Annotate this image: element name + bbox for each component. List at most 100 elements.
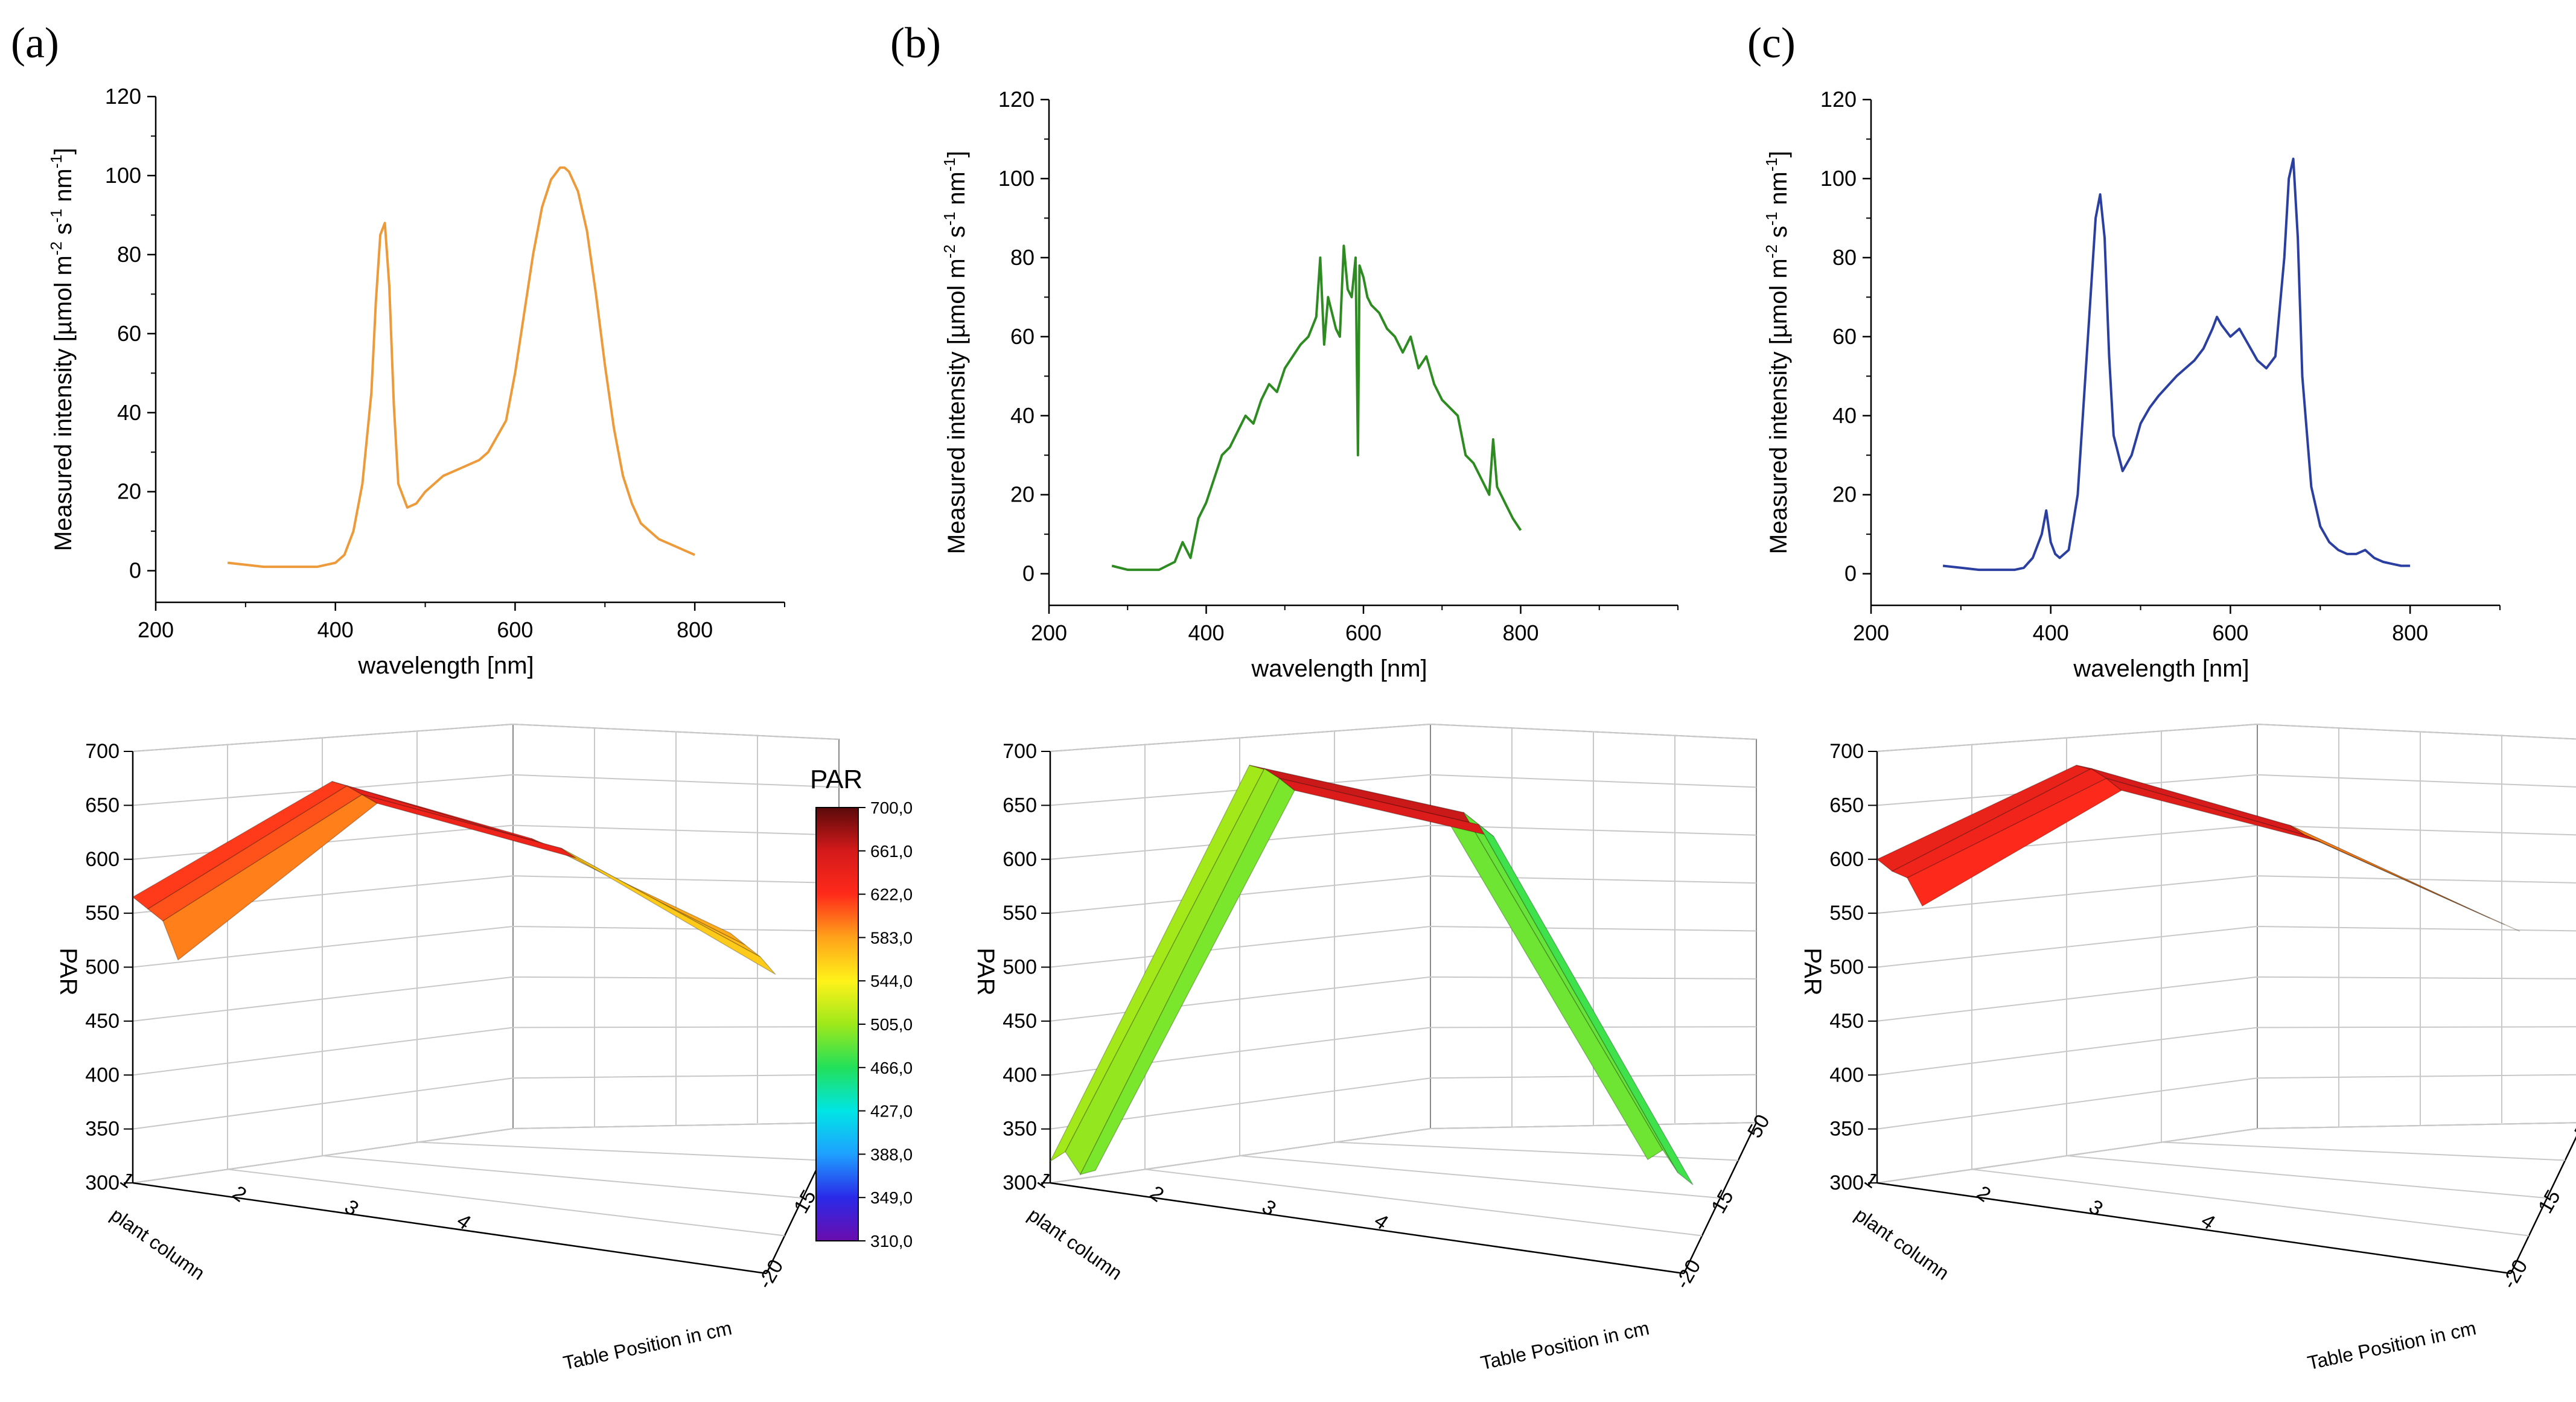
z-grid-line	[1050, 774, 1757, 806]
floor-grid-line	[418, 1141, 821, 1161]
y-tick-label: 40	[1010, 403, 1035, 428]
plant-column-axis	[132, 1182, 767, 1275]
y-tick-label: 100	[998, 166, 1035, 191]
spectrum-line	[1111, 244, 1522, 572]
z-grid-line	[1876, 774, 2576, 806]
y-label-part: ]	[50, 148, 77, 155]
z-grid-line	[132, 1026, 840, 1076]
y-tick-label: 0	[1844, 561, 1857, 586]
panel-letter-a: (a)	[11, 19, 59, 67]
y-tick-label: 20	[117, 479, 141, 504]
y-label-superscript: -1	[1762, 158, 1781, 171]
z-tick-label: 550	[1003, 902, 1037, 925]
z-tick-label: 450	[85, 1010, 120, 1033]
z-tick-label: 400	[1003, 1063, 1037, 1086]
y-tick-label: 60	[117, 321, 141, 346]
z-tick-label: 500	[1829, 956, 1864, 979]
z-grid-line	[1876, 1122, 2576, 1184]
plant-column-label: plant column	[1851, 1203, 1953, 1284]
y-tick-label: 80	[1832, 245, 1857, 270]
colorbar-tick-label: 466,0	[870, 1059, 913, 1077]
x-tick-label: 600	[497, 617, 533, 642]
colorbar-tick-label: 427,0	[870, 1102, 913, 1121]
x-tick-label: 400	[2033, 620, 2069, 645]
surface-patch	[2106, 778, 2321, 843]
y-tick-label: 100	[105, 163, 141, 188]
surface-patch	[1478, 824, 1694, 1185]
y-tick-label: 100	[1820, 166, 1857, 191]
y-axis-label: Measured intensity [µmol m-2 s-1 nm-1]	[1762, 151, 1792, 554]
z-tick-label: 450	[1003, 1010, 1037, 1033]
floor-grid-line	[322, 1155, 803, 1199]
y-tick-label: 120	[105, 84, 141, 109]
z-tick-label: 500	[85, 956, 120, 979]
z-grid-line	[1050, 1074, 1757, 1130]
y-label-part: Measured intensity [µmol m	[943, 258, 970, 554]
y-label-superscript: -2	[47, 241, 65, 255]
surface-patch	[1065, 768, 1280, 1176]
colorbar-tick-label: 622,0	[870, 885, 913, 904]
y-label-part: nm	[1765, 171, 1792, 212]
table-tick-label: -20	[753, 1255, 788, 1293]
x-tick-label: 200	[1853, 620, 1889, 645]
z-tick-label: 300	[1829, 1171, 1864, 1194]
y-label-part: Measured intensity [µmol m	[1765, 258, 1792, 554]
table-tick-label: 15	[1707, 1186, 1738, 1217]
y-label-part: s	[1765, 226, 1792, 244]
y-tick-label: 20	[1832, 482, 1857, 507]
y-tick-label: 120	[1820, 87, 1857, 112]
z-grid-line	[132, 723, 840, 752]
z-grid-line	[1050, 723, 1757, 752]
z-grid-line	[1876, 976, 2576, 1022]
x-axis-label: wavelength [nm]	[357, 652, 534, 679]
colorbar-tick-label: 544,0	[870, 972, 913, 990]
z-tick-label: 300	[1003, 1171, 1037, 1194]
x-tick-label: 400	[317, 617, 354, 642]
plant-column-label: plant column	[107, 1203, 209, 1284]
surface-patch	[1447, 812, 1664, 1161]
colorbar-tick-label: 505,0	[870, 1015, 913, 1034]
z-grid-line	[132, 774, 840, 806]
floor-grid-line	[1240, 1155, 1721, 1199]
plant-column-axis	[1050, 1182, 1685, 1275]
x-tick-label: 800	[677, 617, 713, 642]
z-tick-label: 650	[1003, 794, 1037, 817]
colorbar-tick-label: 583,0	[870, 928, 913, 947]
floor-grid-line	[2162, 1141, 2566, 1161]
colorbar-bar	[815, 807, 859, 1241]
floor-grid-line	[1145, 1168, 1703, 1237]
y-label-part: nm	[943, 171, 970, 212]
y-label-part: Measured intensity [µmol m	[50, 255, 77, 551]
plant-column-label: plant column	[1024, 1203, 1126, 1284]
x-tick-label: 200	[1031, 620, 1067, 645]
table-position-label: Table Position in cm	[2306, 1317, 2478, 1374]
column-tick-label: 3	[340, 1195, 363, 1220]
floor-grid-line	[1972, 1168, 2530, 1237]
panel-letter-c: (c)	[1747, 19, 1796, 67]
surface-patch	[1264, 768, 1479, 825]
colorbar-tick-label: 661,0	[870, 842, 913, 861]
colorbar-ticks: 700,0 661,0 622,0 583,0 544,0 505,0 466,0 427,0…	[858, 798, 913, 1251]
panel-letter-b: (b)	[890, 19, 941, 67]
y-tick-label: 80	[117, 242, 141, 267]
z-tick-label: 500	[1003, 956, 1037, 979]
z-tick-label: 400	[1829, 1063, 1864, 1086]
x-tick-label: 600	[2212, 620, 2248, 645]
surface-plot-b: 3003504004505005506006507001234-201550PA…	[972, 723, 1774, 1374]
z-tick-label: 650	[1829, 794, 1864, 817]
plant-column-axis	[1876, 1182, 2511, 1275]
x-tick-label: 400	[1188, 620, 1224, 645]
surface-patch	[2091, 768, 2306, 836]
y-tick-label: 0	[129, 558, 141, 583]
z-tick-label: 550	[1829, 902, 1864, 925]
surface-patch	[1079, 777, 1295, 1176]
z-grid-line	[1050, 1026, 1757, 1076]
y-axis-label: Measured intensity [µmol m-2 s-1 nm-1]	[47, 148, 77, 551]
table-position-label: Table Position in cm	[561, 1317, 734, 1374]
z-grid-line	[132, 875, 840, 914]
surface-patch	[2305, 835, 2520, 932]
column-tick-label: 2	[1972, 1181, 1995, 1206]
table-tick-label: -20	[2498, 1255, 2532, 1293]
par-axis-label: PAR	[1799, 948, 1826, 995]
x-axis-label: wavelength [nm]	[2073, 655, 2249, 682]
